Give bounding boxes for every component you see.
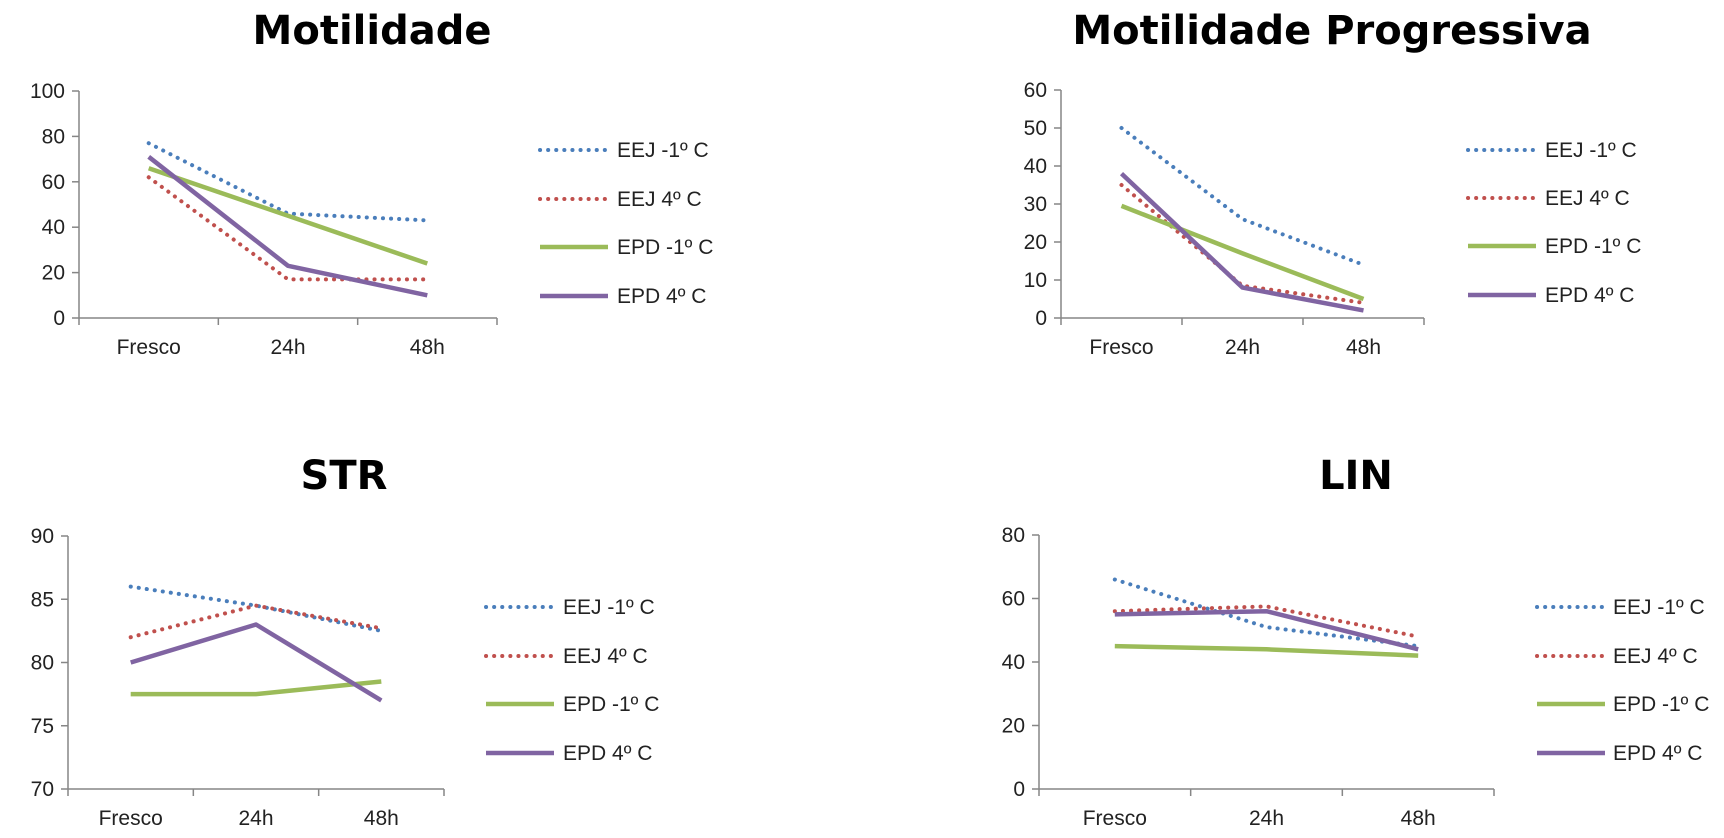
series-line-4 — [1114, 608, 1419, 652]
legend-label: EEJ 4º C — [617, 188, 702, 211]
series-line-3 — [1114, 643, 1419, 658]
x-tick-label: 48h — [1401, 807, 1436, 830]
legend-label: EPD 4º C — [617, 285, 706, 308]
series-line-4 — [147, 155, 428, 298]
series-line-1 — [128, 584, 384, 633]
legend-label: EPD -1º C — [563, 693, 659, 716]
series-line-4 — [130, 622, 383, 703]
legend-label: EPD -1º C — [617, 236, 713, 259]
series-line-1 — [1119, 126, 1366, 267]
y-tick-label: 85 — [31, 588, 54, 611]
legend-label: EEJ 4º C — [1545, 187, 1630, 210]
chart-panel-2: Motilidade Progressiva 0 10 20 30 40 50 60 Fresc… — [1024, 8, 1642, 359]
chart-panel-4: LIN 0 20 40 60 80 Fresco 24h 48h EEJ -1º C EEJ 4º … — [1002, 453, 1710, 830]
legend-label: EPD 4º C — [1545, 284, 1634, 307]
y-tick-label: 0 — [1035, 307, 1047, 330]
series-line-3 — [130, 679, 382, 697]
x-tick-label: Fresco — [1089, 336, 1153, 359]
chart-panel-3: STR 70 75 80 85 90 Fresco 24h 48h EEJ -1º C EEJ 4º… — [31, 453, 660, 830]
y-tick-label: 60 — [42, 171, 65, 194]
legend-label: EEJ -1º C — [563, 596, 655, 619]
y-tick-label: 100 — [30, 80, 65, 103]
y-tick-label: 20 — [1002, 715, 1025, 738]
legend-label: EEJ 4º C — [1613, 645, 1698, 668]
y-tick-label: 40 — [1002, 651, 1025, 674]
y-tick-label: 70 — [31, 778, 54, 801]
y-tick-label: 50 — [1024, 117, 1047, 140]
series-line-2 — [1112, 604, 1421, 639]
series-line-4 — [1119, 171, 1364, 313]
legend-label: EEJ -1º C — [617, 139, 709, 162]
y-tick-label: 75 — [31, 715, 54, 738]
legend-label: EPD 4º C — [563, 742, 652, 765]
legend-label: EEJ -1º C — [1545, 139, 1637, 162]
legend-label: EEJ 4º C — [563, 645, 648, 668]
y-tick-label: 40 — [42, 216, 65, 239]
y-tick-label: 40 — [1024, 155, 1047, 178]
legend-label: EPD -1º C — [1545, 235, 1641, 258]
y-tick-label: 60 — [1002, 588, 1025, 611]
legend-label: EPD 4º C — [1613, 742, 1702, 765]
x-tick-label: Fresco — [1083, 807, 1147, 830]
y-tick-label: 30 — [1024, 193, 1047, 216]
x-tick-label: 24h — [1225, 336, 1260, 359]
y-tick-label: 0 — [1013, 778, 1025, 801]
y-tick-label: 20 — [1024, 231, 1047, 254]
x-tick-label: 24h — [238, 807, 273, 830]
y-tick-label: 20 — [42, 262, 65, 285]
y-tick-label: 80 — [31, 652, 54, 675]
chart-title: Motilidade — [253, 8, 492, 54]
x-tick-label: 48h — [410, 336, 445, 359]
chart-title: STR — [301, 453, 388, 499]
chart-panel-1: Motilidade 0 20 40 60 80 100 Fresco 24h 48h EEJ -1… — [30, 8, 713, 359]
y-tick-label: 80 — [42, 125, 65, 148]
x-tick-label: 48h — [364, 807, 399, 830]
series-line-2 — [146, 175, 430, 282]
legend-label: EEJ -1º C — [1613, 596, 1705, 619]
x-tick-label: 24h — [270, 336, 305, 359]
x-tick-label: 48h — [1346, 336, 1381, 359]
y-tick-label: 0 — [53, 307, 65, 330]
y-tick-label: 10 — [1024, 269, 1047, 292]
x-tick-label: Fresco — [99, 807, 163, 830]
x-tick-label: Fresco — [117, 336, 181, 359]
series-line-3 — [147, 166, 429, 266]
chart-title: Motilidade Progressiva — [1072, 8, 1591, 54]
series-line-1 — [1112, 577, 1421, 649]
y-tick-label: 80 — [1002, 524, 1025, 547]
chart-title: LIN — [1319, 453, 1393, 499]
x-tick-label: 24h — [1249, 807, 1284, 830]
y-tick-label: 90 — [31, 525, 54, 548]
legend-label: EPD -1º C — [1613, 693, 1709, 716]
series-line-2 — [128, 603, 384, 640]
y-tick-label: 60 — [1024, 79, 1047, 102]
